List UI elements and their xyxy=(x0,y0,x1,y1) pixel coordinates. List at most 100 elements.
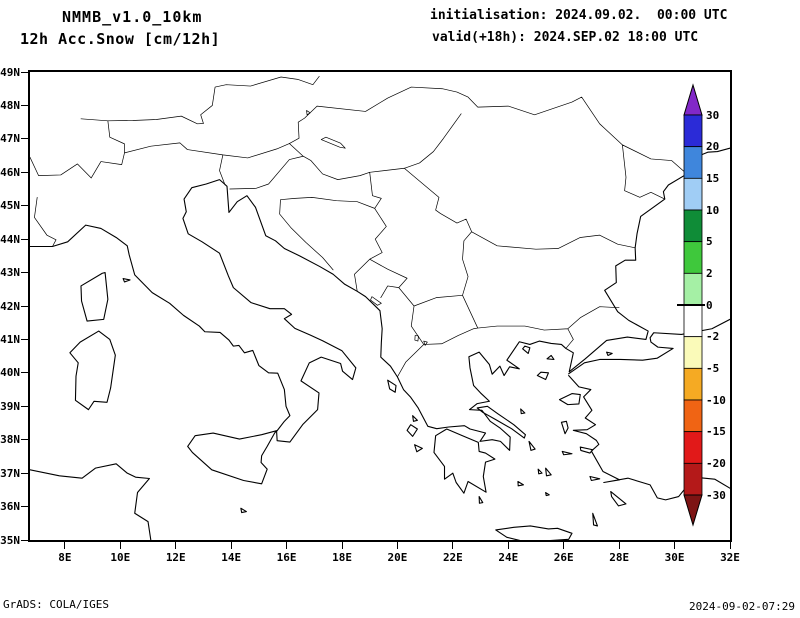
colorbar-label: -5 xyxy=(706,361,720,375)
colorbar-label: 2 xyxy=(706,266,713,280)
lat-axis-label: 44N xyxy=(0,232,20,246)
lat-axis-tick xyxy=(21,205,28,207)
valid-time-label: valid(+18h): 2024.SEP.02 18:00 UTC xyxy=(432,30,699,45)
lon-axis-label: 20E xyxy=(387,551,408,564)
lon-axis-tick xyxy=(286,542,288,549)
lon-axis-tick xyxy=(452,542,454,549)
coastline-europe-main xyxy=(30,148,730,450)
lat-axis-label: 39N xyxy=(0,399,20,413)
colorbar-segment xyxy=(683,272,703,306)
lon-axis-tick xyxy=(119,542,121,549)
lon-axis-label: 8E xyxy=(58,551,72,564)
lat-axis-label: 47N xyxy=(0,132,20,146)
colorbar-segment xyxy=(683,336,703,369)
lon-axis-label: 32E xyxy=(720,551,740,564)
lon-axis-tick xyxy=(175,542,177,549)
creation-timestamp: 2024-09-02-07:29 xyxy=(689,600,795,613)
lon-axis-tick xyxy=(618,542,620,549)
colorbar-segment xyxy=(683,367,703,401)
lat-axis-tick xyxy=(21,338,28,340)
lat-axis-tick xyxy=(21,405,28,407)
colorbar-label: -30 xyxy=(706,488,726,502)
lon-axis-tick xyxy=(729,542,731,549)
colorbar-segment xyxy=(683,114,703,148)
colorbar-segment xyxy=(683,177,703,211)
coastline-peloponnese xyxy=(434,429,495,493)
lat-axis-label: 35N xyxy=(0,533,20,547)
product-name: 12h Acc.Snow [cm/12h] xyxy=(20,30,221,48)
lon-axis-tick xyxy=(563,542,565,549)
colorbar-label: 5 xyxy=(706,235,713,249)
lat-axis-tick xyxy=(21,71,28,73)
lat-axis-tick xyxy=(21,138,28,140)
lat-axis-label: 45N xyxy=(0,199,20,213)
lat-axis-tick xyxy=(21,472,28,474)
lat-axis-tick xyxy=(21,372,28,374)
coastline-turkey-north xyxy=(569,319,730,373)
colorbar-label: 30 xyxy=(706,108,720,122)
colorbar-label: 15 xyxy=(706,171,720,185)
lon-axis-tick xyxy=(64,542,66,549)
colorbar-arrow-top xyxy=(683,83,703,116)
coastline-turkey-west xyxy=(569,376,730,500)
lat-axis-label: 36N xyxy=(0,500,20,514)
lat-axis-tick xyxy=(21,104,28,106)
lat-axis-label: 38N xyxy=(0,433,20,447)
lat-axis-tick xyxy=(21,305,28,307)
colorbar-label: -10 xyxy=(706,393,726,407)
lat-axis-tick xyxy=(21,272,28,274)
lat-axis-tick xyxy=(21,238,28,240)
lon-axis-label: 24E xyxy=(498,551,519,564)
colorbar-segment xyxy=(683,241,703,274)
country-borders xyxy=(30,76,687,377)
colorbar-arrow-bottom xyxy=(683,494,703,527)
lon-axis-tick xyxy=(674,542,676,549)
lon-axis-label: 16E xyxy=(276,551,297,564)
coastline-corsica xyxy=(81,273,108,321)
lon-axis-label: 18E xyxy=(332,551,352,564)
colorbar-segment xyxy=(683,304,703,338)
lon-axis-tick xyxy=(230,542,232,549)
colorbar-label: 20 xyxy=(706,140,720,154)
coastline-sardinia xyxy=(70,331,115,410)
colorbar-segment xyxy=(683,431,703,464)
coastline-islands xyxy=(123,279,626,526)
lon-axis-label: 12E xyxy=(165,551,186,564)
colorbar-zero-line xyxy=(677,304,705,306)
lat-axis-label: 37N xyxy=(0,466,20,480)
colorbar xyxy=(680,83,706,529)
init-time-label: initialisation: 2024.09.02. 00:00 UTC xyxy=(430,8,728,23)
lakes xyxy=(307,110,428,345)
lat-axis-label: 41N xyxy=(0,332,20,346)
colorbar-svg xyxy=(683,83,703,527)
lat-axis-label: 40N xyxy=(0,366,20,380)
lat-axis-label: 46N xyxy=(0,165,20,179)
coastline-crete xyxy=(496,526,572,540)
map-canvas xyxy=(30,72,730,540)
coastline-euboea xyxy=(477,406,525,438)
colorbar-label: 0 xyxy=(706,298,713,312)
colorbar-segment xyxy=(683,146,703,179)
model-name: NMMB_v1.0_10km xyxy=(62,8,203,26)
lat-axis-tick xyxy=(21,539,28,541)
lon-axis-tick xyxy=(396,542,398,549)
lon-axis-label: 10E xyxy=(110,551,131,564)
grads-credit: GrADS: COLA/IGES xyxy=(3,598,109,611)
lon-axis-tick xyxy=(341,542,343,549)
colorbar-segment xyxy=(683,399,703,433)
lat-axis-label: 43N xyxy=(0,266,20,280)
lat-axis-tick xyxy=(21,171,28,173)
lon-axis-label: 14E xyxy=(221,551,242,564)
lat-axis-label: 48N xyxy=(0,98,20,112)
lon-axis-label: 28E xyxy=(609,551,630,564)
colorbar-label: 10 xyxy=(706,203,720,217)
colorbar-label: -20 xyxy=(706,456,726,470)
lon-axis-label: 26E xyxy=(553,551,574,564)
colorbar-label: -15 xyxy=(706,425,726,439)
coastline-north-africa xyxy=(30,464,151,540)
lat-axis-tick xyxy=(21,439,28,441)
lat-axis-label: 49N xyxy=(0,65,20,79)
lat-axis-tick xyxy=(21,506,28,508)
colorbar-label: -2 xyxy=(706,330,720,344)
